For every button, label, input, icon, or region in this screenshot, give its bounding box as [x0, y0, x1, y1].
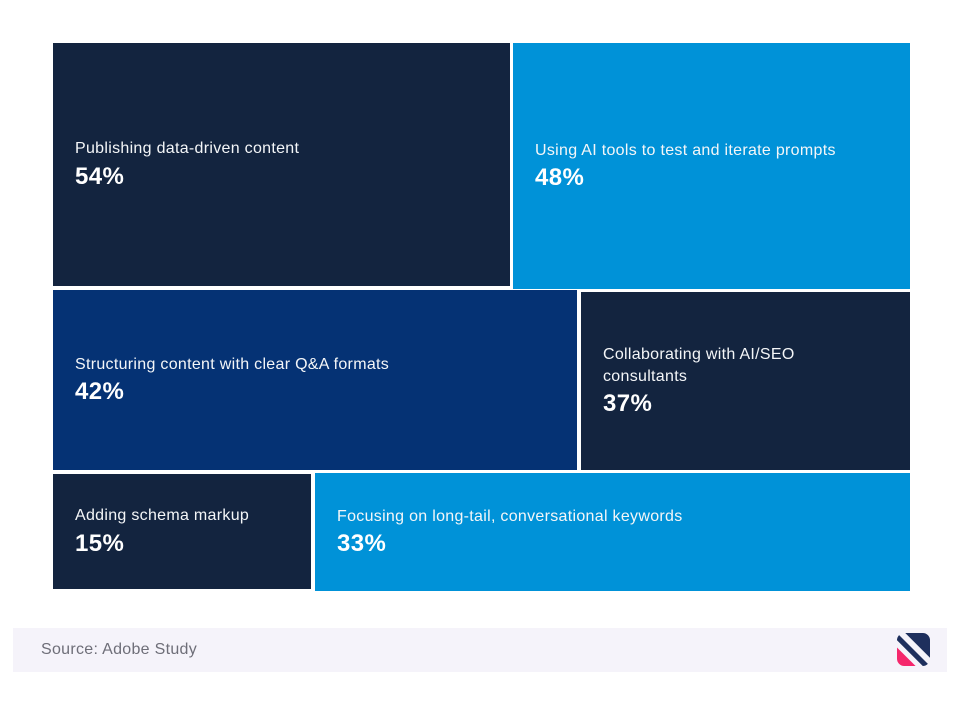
tile-label: Using AI tools to test and iterate promp… [535, 141, 836, 159]
source-text: Source: Adobe Study [41, 641, 198, 658]
tile-label: Adding schema markup [75, 507, 250, 525]
tile-value: 33% [337, 530, 387, 558]
tile-value: 48% [535, 164, 585, 192]
brand-logo-icon [897, 633, 930, 666]
tile-label: Publishing data-driven content [75, 140, 300, 158]
tile-label: Focusing on long-tail, conversational ke… [337, 507, 683, 525]
treemap-tile-structuring-content-qa: Structuring content with clear Q&A forma… [53, 290, 577, 470]
treemap-tile-publishing-data-driven-content: Publishing data-driven content 54% [53, 43, 510, 286]
tile-value: 42% [75, 378, 125, 406]
tile-label: Structuring content with clear Q&A forma… [75, 355, 390, 373]
treemap-tile-collaborating-consultants: Collaborating with AI/SEO consultants 37… [581, 292, 910, 470]
treemap-tile-using-ai-tools: Using AI tools to test and iterate promp… [513, 43, 910, 289]
source-bar: Source: Adobe Study [13, 628, 947, 672]
tile-label: Collaborating with AI/SEO consultants [603, 346, 795, 385]
tile-value: 54% [75, 162, 125, 190]
treemap-tile-long-tail-keywords: Focusing on long-tail, conversational ke… [315, 473, 910, 591]
tile-value: 37% [603, 389, 653, 417]
treemap-tile-adding-schema-markup: Adding schema markup 15% [53, 474, 311, 589]
tile-value: 15% [75, 529, 125, 557]
